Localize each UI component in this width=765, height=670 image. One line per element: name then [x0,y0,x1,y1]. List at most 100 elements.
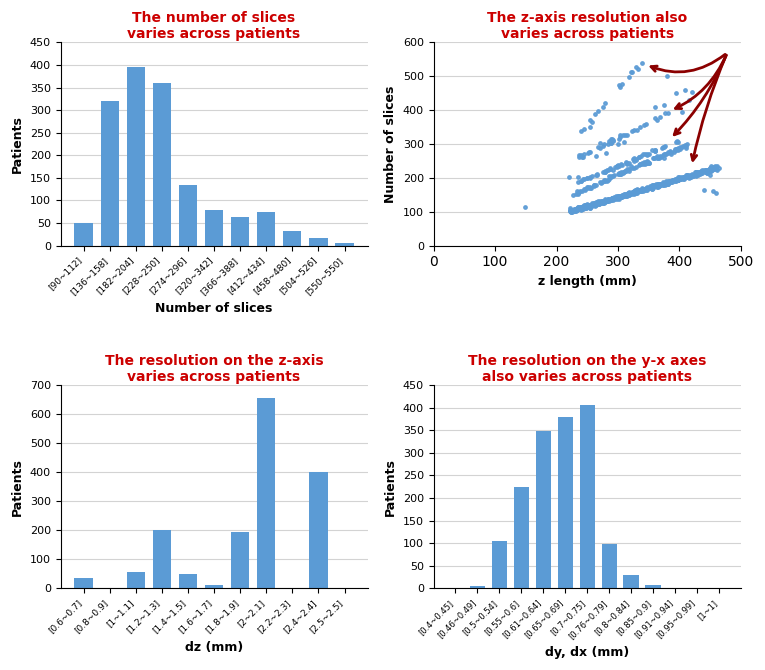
Point [621,158,633,169]
Point [642,182,654,193]
Point [659,176,672,187]
Point [708,162,720,173]
Point [654,178,666,189]
Point [653,152,665,163]
Point [595,178,607,188]
Point [616,191,628,202]
Point [570,204,582,214]
Point [620,157,633,168]
Point [617,167,629,178]
Point [674,141,686,152]
Point [630,162,643,173]
Point [634,158,646,169]
Point [601,165,614,176]
Point [601,175,614,186]
Point [643,182,655,193]
Point [601,176,614,186]
Point [598,196,610,207]
Point [635,185,647,196]
Point [651,181,663,192]
Point [679,172,692,182]
Point [695,168,708,178]
Point [622,188,634,198]
Point [685,172,698,182]
Point [580,201,592,212]
Point [675,173,687,184]
Point [614,168,627,178]
Point [650,180,662,191]
Point [694,167,706,178]
Point [640,184,652,194]
Point [701,165,713,176]
Point [571,204,583,215]
Point [689,167,702,178]
Title: The z-axis resolution also
varies across patients: The z-axis resolution also varies across… [487,11,687,42]
Point [670,88,682,98]
Point [591,170,604,180]
Point [617,167,630,178]
Point [601,194,614,205]
Point [599,167,611,178]
Point [657,149,669,160]
Point [695,168,707,178]
Point [573,151,585,162]
Point [661,178,673,189]
Point [630,154,642,165]
Point [604,195,617,206]
Point [617,190,630,201]
Point [653,179,666,190]
Point [586,198,598,209]
Point [676,173,688,184]
Point [640,184,653,194]
Point [588,180,600,190]
Point [692,168,705,178]
Point [640,149,653,160]
Point [662,176,674,187]
Point [674,174,686,184]
Point [703,164,715,175]
Point [683,170,695,181]
Point [599,194,611,205]
Point [617,190,629,201]
Point [616,160,628,171]
Point [612,192,624,203]
Point [590,200,602,210]
Point [614,191,626,202]
Point [593,196,605,207]
Point [664,176,676,186]
Point [701,168,713,178]
Point [584,172,596,183]
Point [580,202,592,213]
Point [643,158,656,169]
Point [604,172,617,183]
Point [611,159,623,170]
Point [576,151,588,162]
Point [650,153,662,163]
Point [578,200,591,210]
Point [623,188,635,199]
Point [620,190,632,201]
Point [634,186,646,196]
Point [609,194,621,204]
Point [599,167,611,178]
Point [627,188,640,199]
Point [599,196,611,207]
Point [580,202,592,213]
Point [575,204,587,215]
Point [588,200,601,210]
Point [591,151,603,161]
Point [649,180,661,191]
Point [695,167,708,178]
Point [599,176,611,187]
Point [574,186,586,197]
Point [621,130,633,141]
Point [700,166,712,177]
Point [710,161,722,172]
Point [670,174,682,185]
Point [623,189,635,200]
Point [640,182,653,192]
Point [679,171,692,182]
Point [654,179,666,190]
Point [626,188,638,198]
Point [575,202,588,212]
